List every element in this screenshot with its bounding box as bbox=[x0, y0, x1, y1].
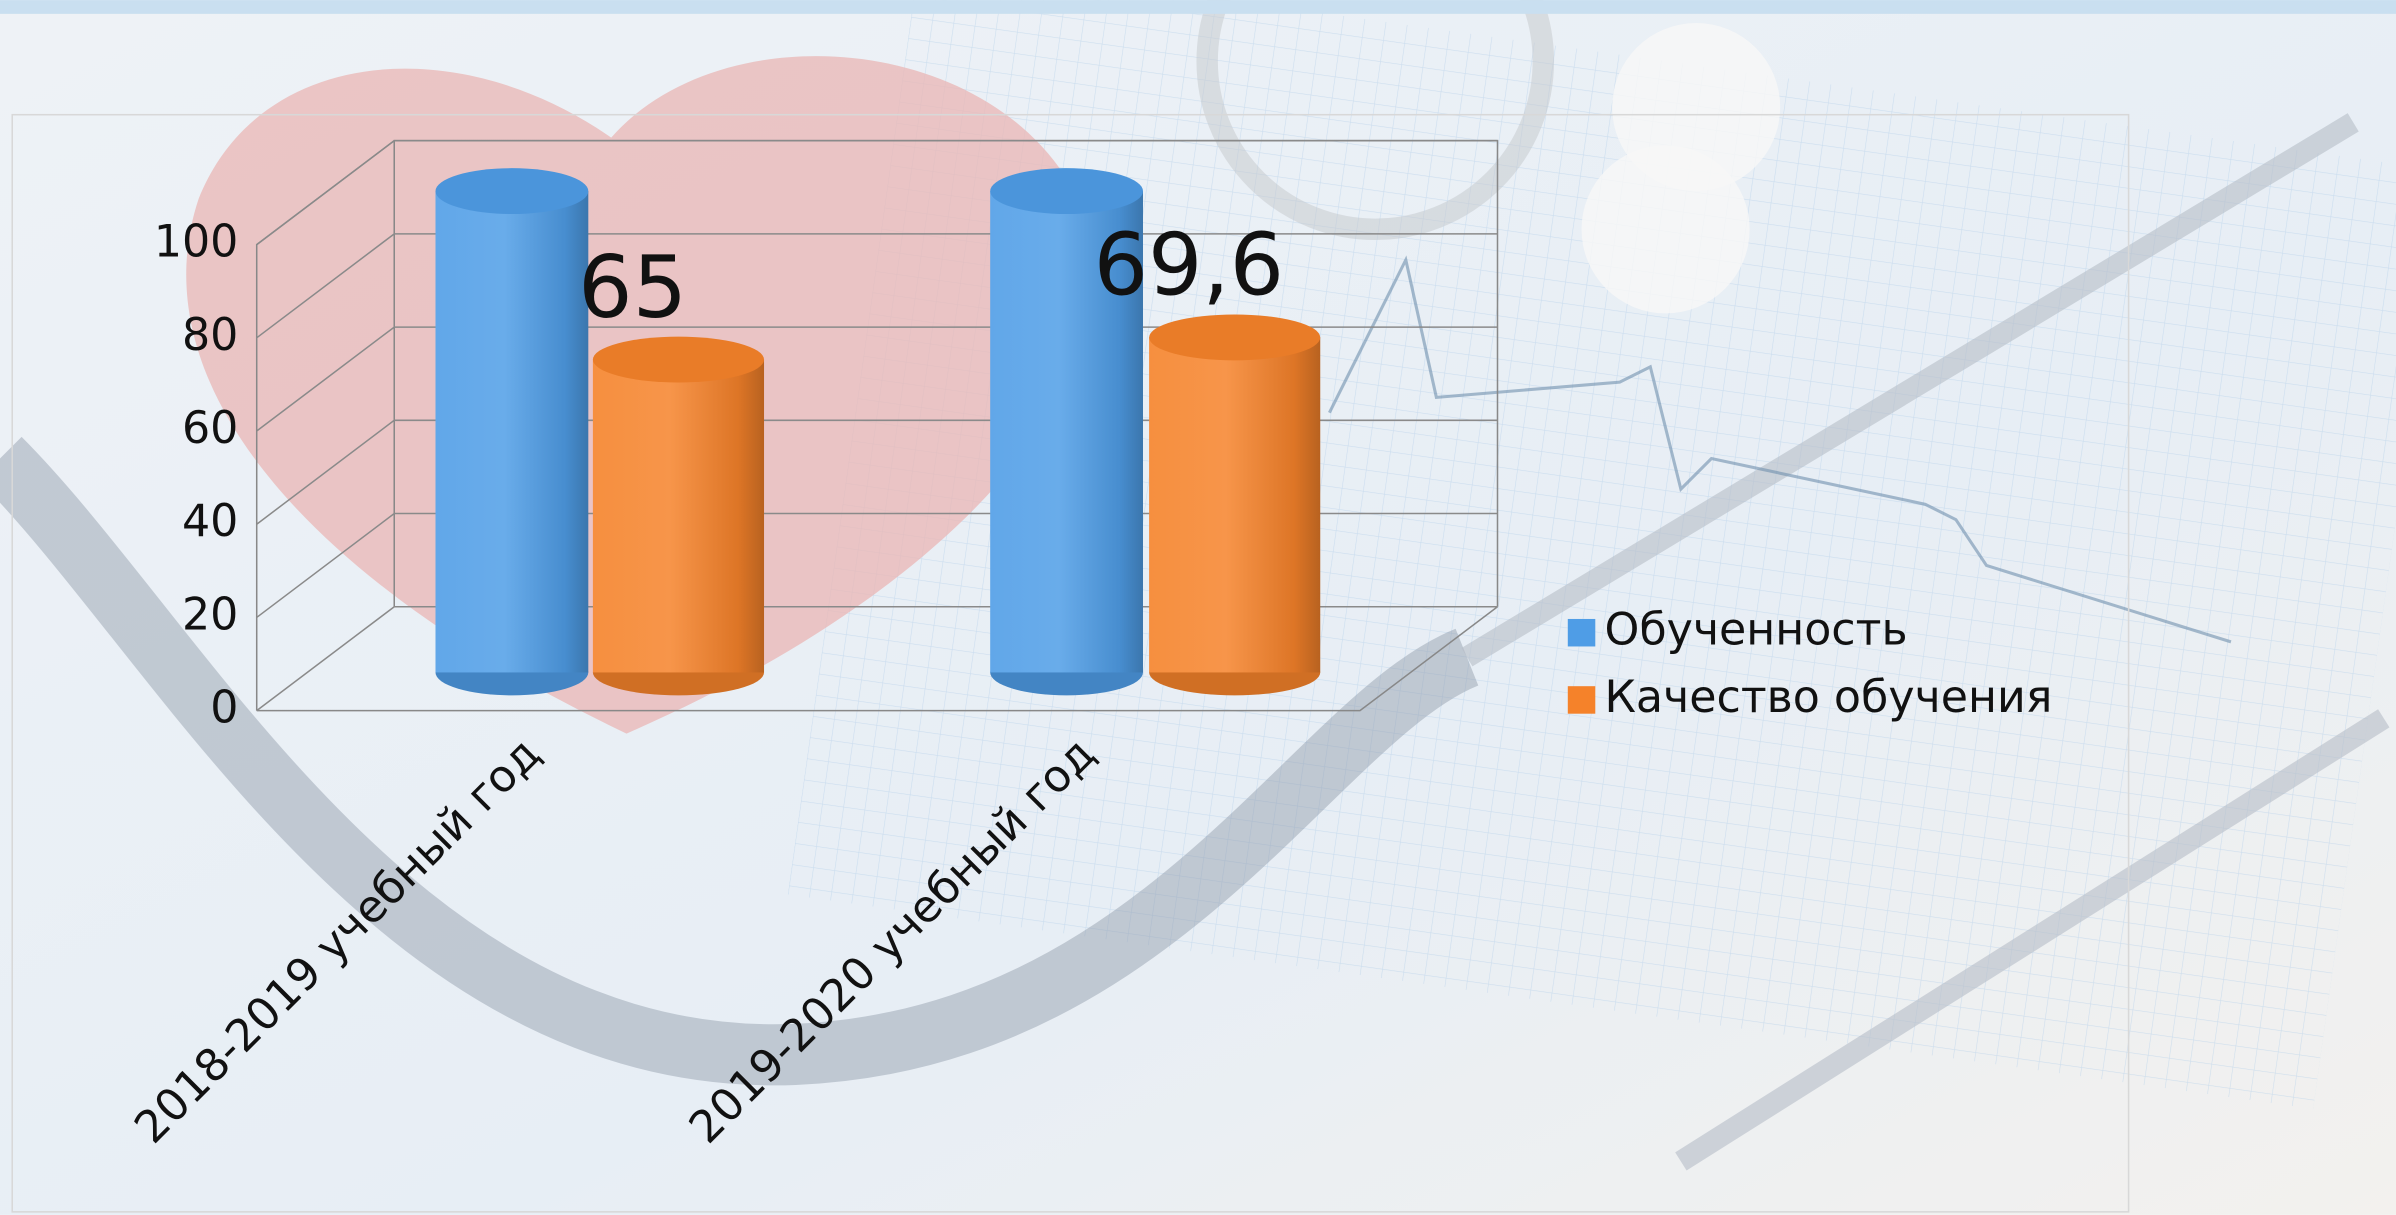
bar bbox=[593, 360, 764, 673]
pill bbox=[1612, 23, 1780, 191]
data-label: 65 bbox=[578, 239, 687, 338]
top-band bbox=[0, 0, 2396, 14]
bar bbox=[435, 191, 588, 672]
page: {"chart_data": {"type": "bar3d", "catego… bbox=[0, 0, 2396, 1215]
y-tick-label: 100 bbox=[154, 217, 239, 268]
legend-label: Качество обучения bbox=[1604, 672, 2052, 723]
legend-swatch bbox=[1568, 619, 1596, 647]
data-label: 69,6 bbox=[1094, 217, 1285, 316]
bar-top bbox=[990, 168, 1143, 214]
y-tick-label: 0 bbox=[210, 683, 238, 734]
bar-top bbox=[1149, 315, 1320, 361]
y-tick-label: 60 bbox=[182, 403, 238, 454]
legend-swatch bbox=[1568, 686, 1596, 714]
chart: 0204060801006569,62018-2019 учебный год2… bbox=[0, 0, 2396, 1215]
legend-label: Обученность bbox=[1604, 605, 1907, 656]
bar-top bbox=[593, 337, 764, 383]
y-tick-label: 80 bbox=[182, 310, 238, 361]
bar bbox=[1149, 337, 1320, 672]
y-tick-label: 20 bbox=[182, 589, 238, 640]
y-tick-label: 40 bbox=[182, 496, 238, 547]
bar-top bbox=[435, 168, 588, 214]
